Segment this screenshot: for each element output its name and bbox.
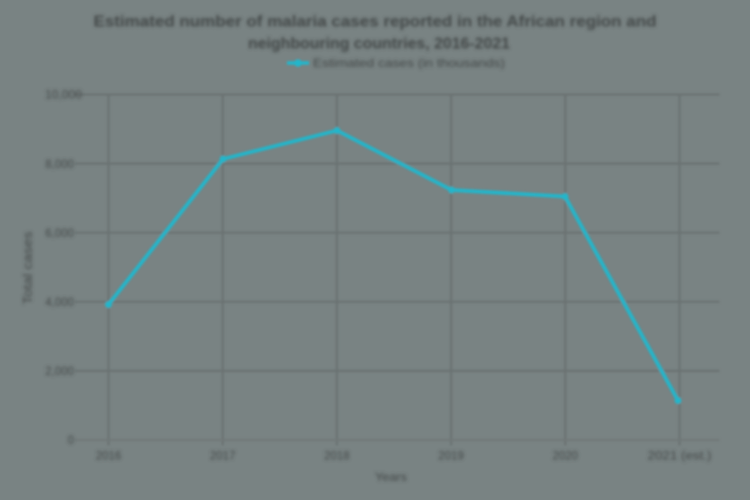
svg-text:Estimated number of malaria ca: Estimated number of malaria cases report… xyxy=(94,14,657,31)
svg-text:Total cases: Total cases xyxy=(21,232,35,305)
svg-text:8,000: 8,000 xyxy=(45,159,74,171)
svg-text:0: 0 xyxy=(68,435,74,447)
svg-text:2,000: 2,000 xyxy=(45,366,74,378)
svg-text:2017: 2017 xyxy=(210,451,236,463)
svg-text:4,000: 4,000 xyxy=(45,297,74,309)
svg-text:neighbouring countries, 2016-2: neighbouring countries, 2016-2021 xyxy=(248,35,510,52)
svg-text:6,000: 6,000 xyxy=(45,228,74,240)
svg-text:2016: 2016 xyxy=(96,451,122,463)
svg-text:2019: 2019 xyxy=(438,451,464,463)
svg-text:2021 (est.): 2021 (est.) xyxy=(648,451,712,463)
svg-text:2020: 2020 xyxy=(553,451,579,463)
svg-text:2018: 2018 xyxy=(324,451,350,463)
svg-text:10,000: 10,000 xyxy=(45,90,82,102)
svg-text:Years: Years xyxy=(375,470,407,484)
svg-text:Estimated cases (in thousands): Estimated cases (in thousands) xyxy=(313,56,505,70)
